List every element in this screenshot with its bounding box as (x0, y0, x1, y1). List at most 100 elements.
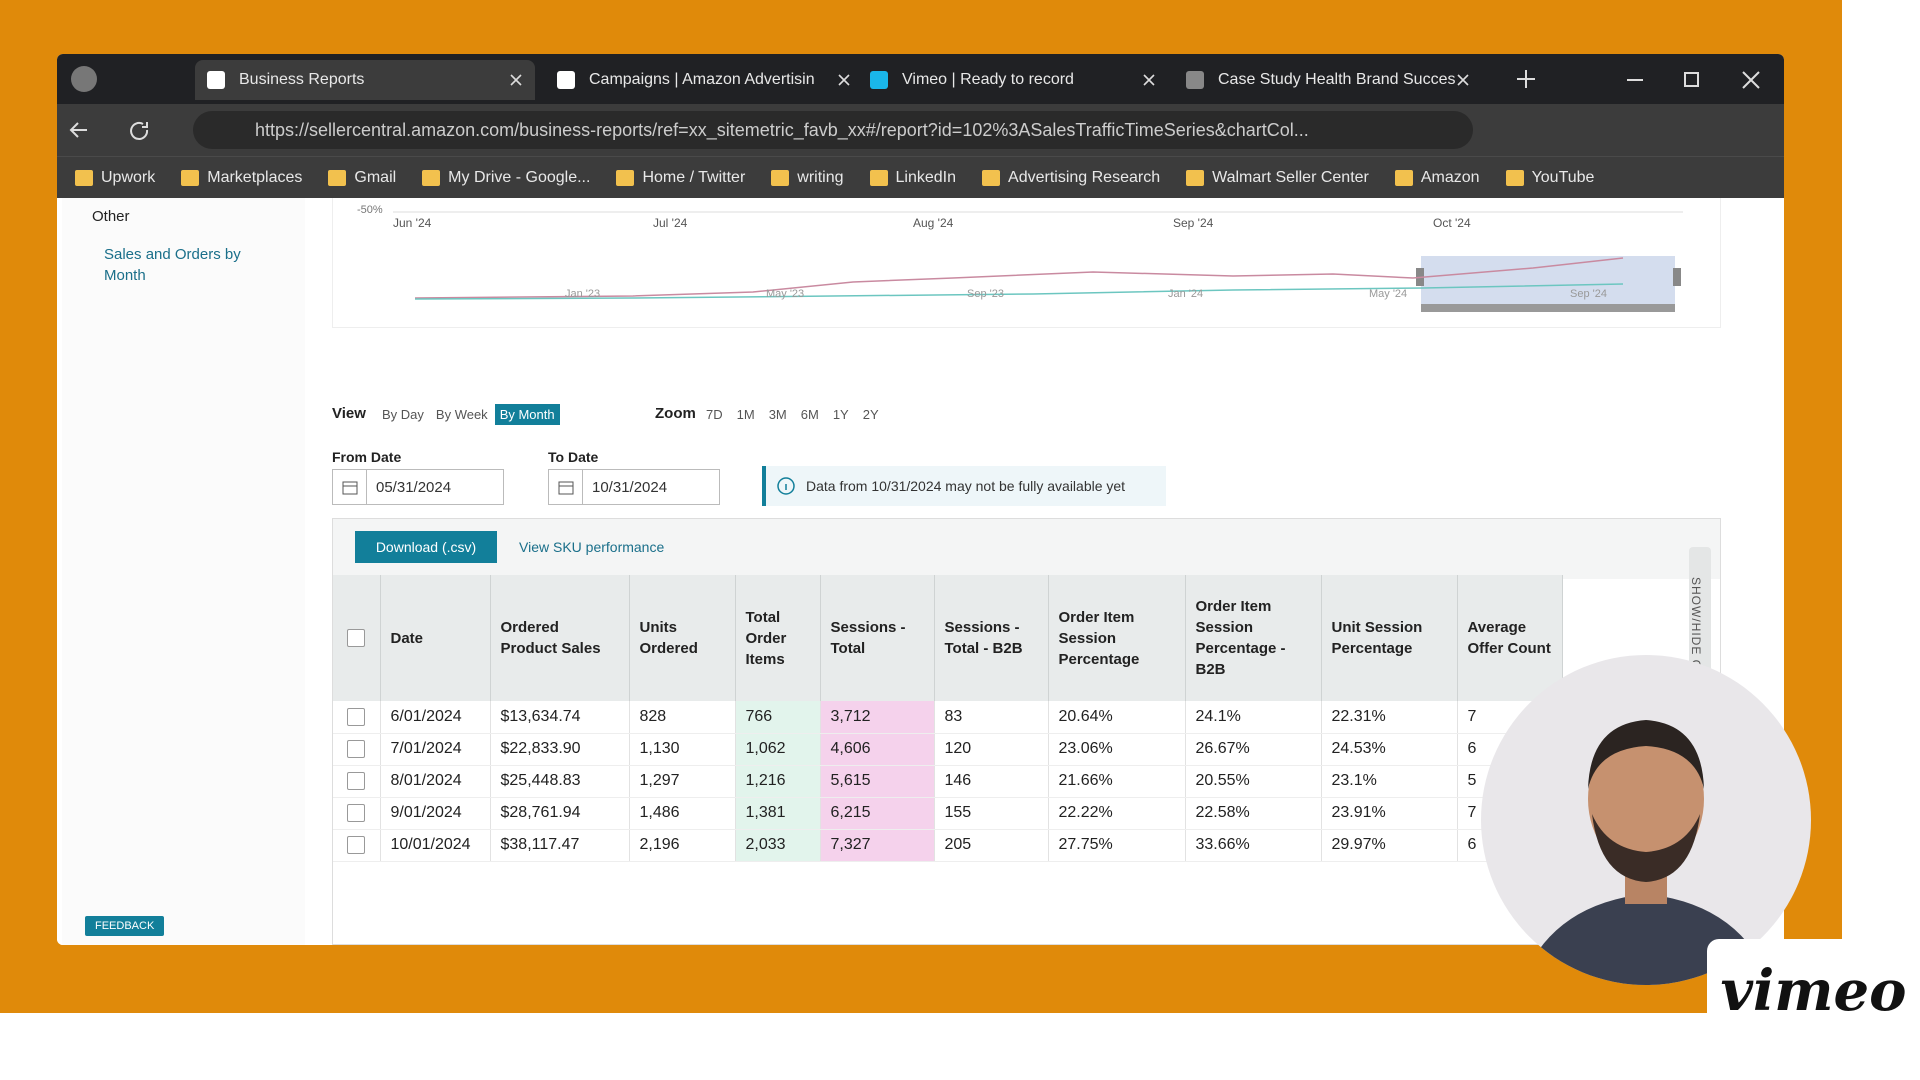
zoom-option[interactable]: 2Y (862, 407, 879, 422)
column-header[interactable]: Order Item Session Percentage (1048, 575, 1186, 701)
bookmark[interactable]: Walmart Seller Center (1186, 169, 1369, 187)
bookmark[interactable]: Marketplaces (181, 169, 302, 187)
checkbox[interactable] (347, 836, 366, 854)
bookmark[interactable]: Upwork (75, 169, 155, 187)
tab[interactable]: Campaigns | Amazon Advertisin (545, 60, 863, 100)
new-tab[interactable] (1515, 68, 1537, 90)
table-cell: $22,833.90 (490, 733, 630, 766)
table-cell: 766 (735, 701, 821, 734)
tab[interactable]: Vimeo | Ready to record (858, 60, 1168, 100)
bookmark-label: My Drive - Google... (448, 168, 591, 186)
table-cell: 24.1% (1185, 701, 1322, 734)
bookmark[interactable]: writing (771, 169, 844, 187)
column-header[interactable]: Average Offer Count (1457, 575, 1563, 701)
tab[interactable]: Case Study Health Brand Succes (1174, 60, 1482, 100)
bookmark[interactable]: YouTube (1505, 169, 1594, 187)
toolbar (333, 519, 1720, 579)
tab-close[interactable] (1456, 73, 1470, 87)
bookmark[interactable]: Amazon (1394, 169, 1480, 187)
table-cell: 22.58% (1185, 797, 1322, 830)
column-header[interactable]: Unit Session Percentage (1321, 575, 1458, 701)
view-option[interactable]: By Day (382, 407, 424, 422)
table-cell: 83 (934, 701, 1049, 734)
back-button[interactable] (69, 122, 87, 138)
table-cell: 20.55% (1185, 765, 1322, 798)
to-label: To Date (548, 449, 599, 465)
tab-close[interactable] (837, 73, 851, 87)
column-header[interactable]: Order Item Session Percentage - B2B (1185, 575, 1322, 701)
profile-icon[interactable] (71, 66, 97, 92)
bookmark-icon (616, 169, 635, 186)
browser-window: Business Reports Campaigns | Amazon Adver… (57, 54, 1784, 945)
bookmark-icon (1505, 169, 1524, 186)
x-axis-label: Oct '24 (1433, 216, 1471, 230)
checkbox[interactable] (347, 707, 366, 726)
from-date[interactable]: 05/31/2024 (332, 469, 504, 505)
view-options: By Day By Week By Month (377, 404, 560, 425)
table-cell: $13,634.74 (490, 701, 630, 734)
checkbox[interactable] (347, 629, 366, 647)
download-button[interactable]: Download (.csv) (355, 531, 497, 563)
table-cell: 23.1% (1321, 765, 1458, 798)
table-cell: 22.22% (1048, 797, 1186, 830)
table-cell: 1,130 (629, 733, 736, 766)
column-header[interactable]: Total Order Items (735, 575, 821, 701)
bookmark[interactable]: LinkedIn (869, 169, 956, 187)
tab-icon (1186, 71, 1204, 89)
bookmark[interactable]: Home / Twitter (616, 169, 745, 187)
table-row: 8/01/2024 $25,448.83 1,297 1,216 5,615 146 21.… (333, 765, 1563, 798)
restore[interactable] (1684, 72, 1699, 87)
zoom-option[interactable]: 7D (706, 407, 723, 422)
table-cell: 6,215 (820, 797, 935, 830)
zoom-option[interactable]: 6M (800, 407, 819, 422)
bookmark-icon (1394, 169, 1413, 186)
table-cell: 2,033 (735, 829, 821, 862)
reload-button[interactable] (130, 121, 149, 140)
column-header[interactable]: Ordered Product Sales (490, 575, 630, 701)
bookmark-icon (75, 169, 93, 186)
zoom-option[interactable]: 3M (768, 407, 787, 422)
view-option[interactable]: By Week (435, 407, 488, 422)
webcam (1481, 655, 1811, 985)
bookmark-label: Marketplaces (207, 168, 303, 186)
column-header[interactable]: Sessions - Total (820, 575, 935, 701)
to-value: 10/31/2024 (592, 478, 668, 496)
bookmark-icon (1186, 169, 1205, 186)
zoom-options: 7D 1M 3M 6M 1Y 2Y (701, 404, 884, 425)
close[interactable] (1742, 71, 1760, 89)
tab-icon (557, 71, 575, 89)
tab-icon (870, 71, 888, 89)
column-header[interactable]: Units Ordered (629, 575, 736, 701)
column-header[interactable]: Date (380, 575, 491, 701)
table-cell: 1,216 (735, 765, 821, 798)
column-header[interactable]: Sessions - Total - B2B (934, 575, 1049, 701)
checkbox[interactable] (347, 804, 366, 822)
table-cell: 1,486 (629, 797, 736, 830)
url-field[interactable]: https://sellercentral.amazon.com/busines… (193, 111, 1473, 149)
zoom-option[interactable]: 1Y (832, 407, 849, 422)
table-cell: 155 (934, 797, 1049, 830)
tab-close[interactable] (509, 73, 523, 87)
zoom-option[interactable]: 1M (736, 407, 755, 422)
tab[interactable]: Business Reports (195, 60, 535, 100)
checkbox[interactable] (347, 772, 366, 790)
view-option[interactable]: By Month (494, 404, 560, 425)
report-panel: Download (.csv) View SKU performance Dat… (332, 518, 1721, 945)
bookmark-label: Advertising Research (1008, 168, 1161, 186)
table-row: 10/01/2024 $38,117.47 2,196 2,033 7,327 205 27… (333, 829, 1563, 862)
sidebar-link[interactable]: Sales and Orders by Month (104, 246, 241, 284)
tab-icon (207, 71, 225, 89)
checkbox[interactable] (347, 740, 366, 758)
data-table: Date Ordered Product Sales Units Ordered To… (333, 575, 1563, 862)
table-cell: 21.66% (1048, 765, 1186, 798)
table-cell: 29.97% (1321, 829, 1458, 862)
from-label: From Date (332, 449, 402, 465)
bookmark[interactable]: Advertising Research (982, 169, 1160, 187)
tab-close[interactable] (1142, 73, 1156, 87)
feedback-button[interactable]: FEEDBACK (85, 916, 165, 936)
bookmark[interactable]: Gmail (328, 169, 396, 187)
x-axis-label: Sep '24 (1173, 216, 1214, 230)
to-date[interactable]: 10/31/2024 (548, 469, 720, 505)
sku-link[interactable]: View SKU performance (519, 539, 665, 555)
bookmark[interactable]: My Drive - Google... (422, 169, 590, 187)
